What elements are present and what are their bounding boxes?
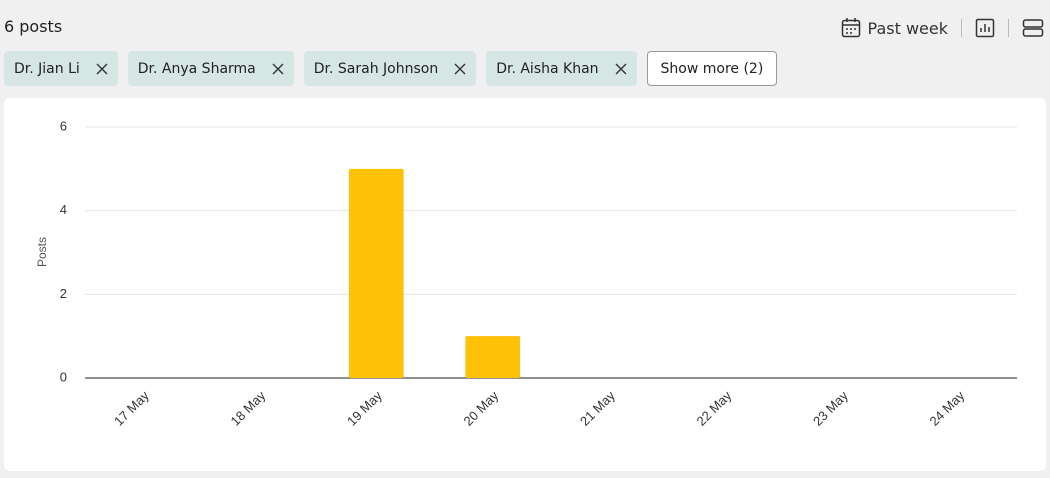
chip-label: Dr. Aisha Khan bbox=[496, 60, 599, 77]
filter-chip: Dr. Anya Sharma bbox=[127, 51, 294, 86]
x-tick-label: 22 May bbox=[694, 388, 735, 429]
separator bbox=[1008, 19, 1009, 37]
bar bbox=[465, 336, 521, 378]
remove-icon[interactable] bbox=[615, 63, 627, 75]
bar bbox=[348, 168, 404, 378]
remove-icon[interactable] bbox=[454, 63, 466, 75]
y-tick-label: 6 bbox=[60, 118, 67, 133]
chart-panel: Posts 0 2 4 6 17 May 18 May 19 May 20 May 21 May… bbox=[4, 98, 1046, 471]
remove-icon[interactable] bbox=[272, 63, 284, 75]
period[interactable]: Past week bbox=[867, 18, 948, 38]
layout-icon[interactable] bbox=[1022, 18, 1044, 38]
filter-chips: Dr. Jian Li Dr. Anya Sharma Dr. Sarah John… bbox=[4, 51, 778, 86]
remove-icon[interactable] bbox=[96, 63, 108, 75]
x-tick-label: 23 May bbox=[810, 388, 851, 429]
post-count: 6 posts bbox=[4, 17, 63, 36]
filter-chip: Dr. Sarah Johnson bbox=[303, 51, 477, 86]
y-tick-label: 2 bbox=[60, 286, 67, 301]
remove-cross bbox=[96, 63, 108, 74]
chip-label: Dr. Jian Li bbox=[14, 60, 80, 77]
separator bbox=[961, 19, 962, 37]
filter-chip: Dr. Aisha Khan bbox=[486, 51, 637, 86]
y-axis-label: Posts bbox=[35, 237, 49, 267]
chart-icon[interactable] bbox=[975, 18, 995, 38]
y-tick-label: 4 bbox=[60, 202, 67, 217]
chart: Posts 0 2 4 6 17 May 18 May 19 May 20 May 21 May… bbox=[35, 118, 1017, 429]
x-tick-label: 24 May bbox=[927, 388, 968, 429]
show-more-button[interactable]: Show more (2) bbox=[646, 51, 778, 86]
chip-label: Dr. Sarah Johnson bbox=[313, 60, 439, 77]
remove-cross bbox=[272, 63, 284, 74]
toolbar: Past week bbox=[841, 14, 1044, 42]
calendar-icon[interactable] bbox=[841, 17, 861, 39]
x-tick-label: 20 May bbox=[461, 388, 502, 429]
x-tick-label: 18 May bbox=[228, 388, 269, 429]
x-tick-label: 21 May bbox=[577, 388, 618, 429]
remove-cross bbox=[454, 63, 466, 74]
y-tick-label: 0 bbox=[60, 369, 67, 384]
x-tick-label: 19 May bbox=[344, 388, 385, 429]
chip-label: Dr. Anya Sharma bbox=[137, 60, 256, 77]
filter-chip: Dr. Jian Li bbox=[4, 51, 118, 86]
remove-cross bbox=[615, 63, 627, 74]
x-tick-label: 17 May bbox=[111, 388, 152, 429]
